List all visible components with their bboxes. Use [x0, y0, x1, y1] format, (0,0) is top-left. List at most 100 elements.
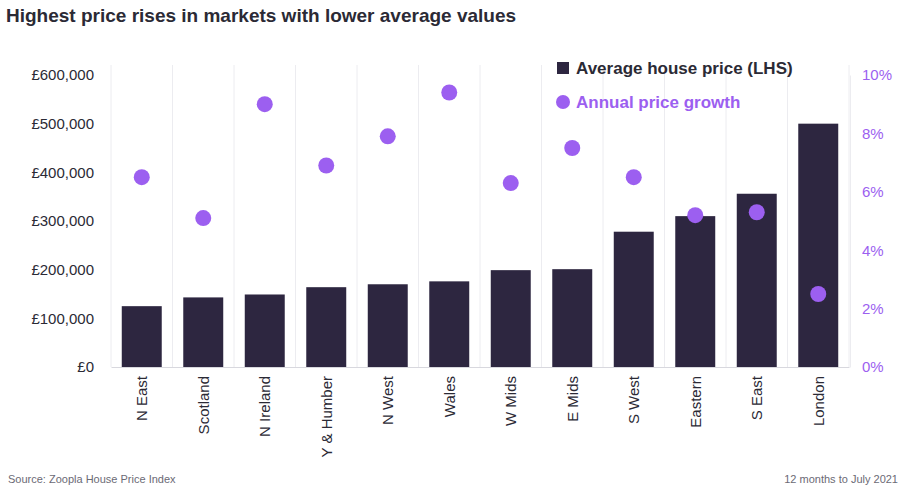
y2-tick: 0% — [850, 358, 884, 375]
grid-line — [541, 65, 542, 367]
y2-tick: 4% — [850, 242, 884, 259]
x-tick-label: Wales — [441, 376, 458, 417]
bar — [368, 284, 408, 367]
point — [503, 175, 519, 191]
y-tick: £600,000 — [31, 66, 100, 83]
bar — [183, 297, 223, 367]
x-tick-label: N Ireland — [256, 376, 273, 437]
bar — [552, 269, 592, 367]
series — [122, 124, 838, 367]
x-tick: London — [810, 367, 827, 426]
x-tick-label: Y & Humber — [318, 376, 335, 457]
y2-axis-line — [850, 76, 851, 368]
x-tick: W Mids — [502, 367, 519, 426]
source: Source: Zoopla House Price Index — [8, 473, 176, 485]
y-axis: £0 £100,000 £200,000 £300,000 £400,000 £500,0… — [31, 66, 100, 375]
x-tick-label: London — [810, 376, 827, 426]
bar — [491, 270, 531, 367]
legend-label: Annual price growth — [576, 93, 740, 112]
x-tick: Scotland — [195, 367, 212, 434]
y-tick-label: £0 — [77, 358, 94, 375]
x-tick-label: Scotland — [195, 376, 212, 434]
grid-line — [172, 65, 173, 367]
x-tick: Wales — [441, 367, 458, 417]
y-tick-label: £400,000 — [31, 164, 94, 181]
legend-swatch — [557, 62, 569, 74]
x-tick: E Mids — [564, 367, 581, 422]
y2-tick: 10% — [850, 66, 892, 83]
legend-swatch — [556, 95, 570, 109]
bar — [675, 216, 715, 367]
point — [749, 204, 765, 220]
bar — [614, 232, 654, 367]
note: 12 months to July 2021 — [784, 473, 898, 485]
x-tick-label: E Mids — [564, 376, 581, 422]
grid-line — [480, 65, 481, 367]
y-tick: £0 — [77, 358, 100, 375]
x-tick: S West — [625, 367, 642, 424]
x-tick-label: N West — [379, 375, 396, 425]
grid-line — [111, 65, 112, 367]
legend-entry: Average house price (LHS) — [557, 59, 793, 78]
x-tick-label: S West — [625, 375, 642, 424]
x-tick: Y & Humber — [318, 367, 335, 457]
grid-line — [234, 65, 235, 367]
x-tick: N Ireland — [256, 367, 273, 437]
legend-label: Average house price (LHS) — [576, 59, 793, 78]
x-tick: Eastern — [687, 367, 704, 428]
x-tick-label: S East — [748, 375, 765, 420]
y-tick: £300,000 — [31, 212, 100, 229]
y-tick-label: £300,000 — [31, 212, 94, 229]
bar — [245, 294, 285, 367]
y-tick-label: £500,000 — [31, 115, 94, 132]
x-tick: S East — [748, 367, 765, 420]
y-tick-label: £200,000 — [31, 261, 94, 278]
y-tick: £400,000 — [31, 164, 100, 181]
y2-tick-label: 4% — [862, 242, 884, 259]
bar — [122, 306, 162, 367]
series — [134, 85, 827, 302]
legend-entry: Annual price growth — [556, 93, 740, 112]
grid-line — [787, 65, 788, 367]
y2-tick-label: 10% — [862, 66, 892, 83]
y2-tick-label: 6% — [862, 183, 884, 200]
y-tick: £200,000 — [31, 261, 100, 278]
x-axis: N East Scotland N Ireland Y & Humber N West W… — [112, 367, 850, 457]
chart: Highest price rises in markets with lowe… — [0, 0, 906, 488]
y-axis-line — [100, 76, 101, 368]
bar — [429, 281, 469, 367]
bar — [737, 194, 777, 367]
x-tick-label: Eastern — [687, 376, 704, 428]
point — [626, 169, 642, 185]
y-tick: £500,000 — [31, 115, 100, 132]
point — [134, 169, 150, 185]
x-tick-label: N East — [133, 375, 150, 421]
plot-area — [122, 85, 838, 367]
y-tick-label: £600,000 — [31, 66, 94, 83]
point — [318, 158, 334, 174]
y2-tick: 2% — [850, 300, 884, 317]
bar — [798, 124, 838, 367]
y2-tick: 6% — [850, 183, 884, 200]
title: Highest price rises in markets with lowe… — [6, 5, 516, 26]
grid-line — [295, 65, 296, 367]
y2-axis: 0% 2% 4% 6% 8% 10% — [850, 66, 892, 375]
y-tick-label: £100,000 — [31, 310, 94, 327]
grid-line — [357, 65, 358, 367]
y2-tick-label: 0% — [862, 358, 884, 375]
point — [257, 96, 273, 112]
point — [441, 85, 457, 101]
point — [810, 286, 826, 302]
y-tick: £100,000 — [31, 310, 100, 327]
x-axis-line — [112, 367, 850, 368]
legend: Average house price (LHS) Annual price gr… — [556, 59, 793, 112]
y2-tick: 8% — [850, 125, 884, 142]
point — [195, 210, 211, 226]
grid-line — [418, 65, 419, 367]
point — [564, 140, 580, 156]
grid — [111, 65, 849, 367]
y2-tick-label: 2% — [862, 300, 884, 317]
x-tick: N East — [133, 367, 150, 421]
grid-line — [849, 65, 850, 367]
point — [687, 207, 703, 223]
